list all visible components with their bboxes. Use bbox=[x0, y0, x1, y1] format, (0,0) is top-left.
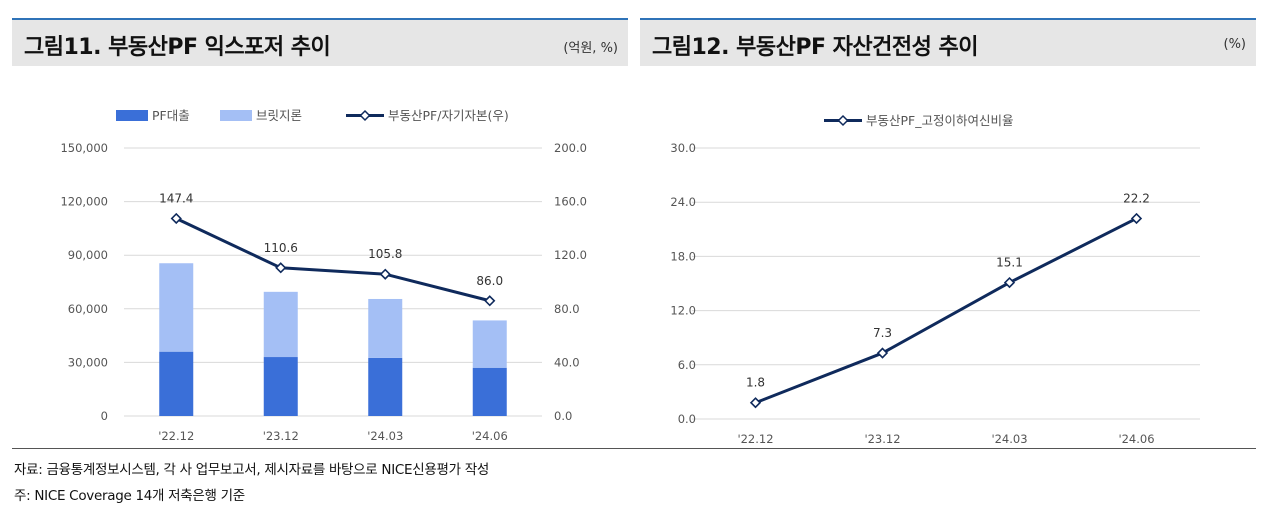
chart-title-bar: 그림11. 부동산PF 익스포저 추이 (억원, %) bbox=[12, 18, 628, 66]
line-point bbox=[484, 295, 496, 307]
y-tick-label-left: 150,000 bbox=[60, 141, 108, 155]
x-tick-label: '23.12 bbox=[864, 432, 900, 446]
line-point bbox=[275, 262, 287, 274]
bar-bridge-loan bbox=[368, 298, 403, 358]
y-tick-label-left: 30,000 bbox=[68, 355, 108, 369]
legend: PF대출 브릿지론 부동산PF/자기자본(우) bbox=[116, 108, 509, 123]
legend-label-ratio: 부동산PF/자기자본(우) bbox=[388, 108, 509, 123]
line-point bbox=[876, 347, 889, 359]
y-tick-label: 30.0 bbox=[670, 141, 696, 155]
data-label: 110.6 bbox=[264, 241, 298, 255]
line-point bbox=[170, 212, 182, 225]
legend-marker-ratio bbox=[359, 109, 371, 122]
y-tick-label-left: 0 bbox=[101, 409, 108, 423]
bar-bridge-loan bbox=[472, 320, 507, 368]
data-label: 15.1 bbox=[996, 256, 1023, 270]
data-label: 22.2 bbox=[1123, 191, 1150, 205]
chart-unit: (억원, %) bbox=[563, 41, 618, 56]
y-tick-label-right: 120.0 bbox=[554, 248, 587, 262]
bar-pf-loan bbox=[368, 357, 403, 416]
chart-unit: (%) bbox=[1223, 37, 1247, 52]
line-point bbox=[1003, 276, 1016, 289]
chart-title: 그림11. 부동산PF 익스포저 추이 bbox=[24, 35, 331, 60]
line-point bbox=[749, 397, 762, 409]
line-series-ratio bbox=[754, 217, 1138, 405]
x-tick-label: '24.06 bbox=[1118, 432, 1154, 446]
legend-label-bridge: 브릿지론 bbox=[256, 108, 302, 123]
bar-pf-loan bbox=[472, 367, 507, 416]
bar-bridge-loan bbox=[159, 263, 194, 352]
y-tick-label-left: 60,000 bbox=[68, 302, 108, 316]
chart-title-bar: 그림12. 부동산PF 자산건전성 추이 (%) bbox=[640, 18, 1256, 66]
y-tick-label-left: 120,000 bbox=[60, 195, 108, 209]
y-tick-label: 18.0 bbox=[670, 249, 696, 263]
x-tick-label: '24.03 bbox=[367, 429, 403, 443]
y-tick-label-right: 80.0 bbox=[554, 302, 580, 316]
legend-marker-ratio bbox=[837, 114, 849, 127]
x-tick-label: '22.12 bbox=[158, 429, 194, 443]
footnote: 주: NICE Coverage 14개 저축은행 기준 bbox=[14, 488, 245, 504]
bar-pf-loan bbox=[159, 351, 194, 416]
y-tick-label-right: 160.0 bbox=[554, 195, 587, 209]
line-point bbox=[379, 268, 391, 280]
y-tick-label: 0.0 bbox=[678, 412, 696, 426]
source-note: 자료: 금융통계정보시스템, 각 사 업무보고서, 제시자료를 바탕으로 NIC… bbox=[14, 462, 489, 478]
y-tick-label-right: 40.0 bbox=[554, 355, 580, 369]
bar-bridge-loan bbox=[263, 291, 298, 358]
chart-title: 그림12. 부동산PF 자산건전성 추이 bbox=[652, 35, 978, 60]
exposure-chart: PF대출 브릿지론 부동산PF/자기자본(우) 147.4 110.6 105.8 8… bbox=[60, 108, 587, 443]
legend: 부동산PF_고정이하여신비율 bbox=[824, 113, 1013, 128]
y-tick-label: 6.0 bbox=[678, 358, 696, 372]
x-tick-label: '22.12 bbox=[737, 432, 773, 446]
asset-quality-chart-panel: 그림12. 부동산PF 자산건전성 추이 (%) 부동산PF_고정이하여신비율 … bbox=[640, 18, 1256, 448]
data-label: 147.4 bbox=[159, 191, 193, 205]
x-tick-label: '24.03 bbox=[991, 432, 1027, 446]
bar-pf-loan bbox=[263, 357, 298, 416]
exposure-chart-panel: 그림11. 부동산PF 익스포저 추이 (억원, %) PF대출 브릿지론 부동… bbox=[12, 18, 628, 448]
y-tick-label-left: 90,000 bbox=[68, 248, 108, 262]
line-series-ratio bbox=[175, 217, 491, 303]
asset-quality-chart: 부동산PF_고정이하여신비율 1.8 7.3 15.1 22.2 0.0 6.0 12.0… bbox=[670, 113, 1200, 446]
legend-label-ratio: 부동산PF_고정이하여신비율 bbox=[866, 113, 1013, 128]
data-label: 105.8 bbox=[368, 247, 402, 261]
x-tick-label: '24.06 bbox=[472, 429, 508, 443]
data-label: 7.3 bbox=[873, 326, 892, 340]
data-label: 1.8 bbox=[746, 376, 765, 390]
y-tick-label: 12.0 bbox=[670, 304, 696, 318]
legend-swatch-bridge bbox=[220, 110, 252, 121]
legend-swatch-pf-loan bbox=[116, 110, 148, 121]
divider bbox=[12, 448, 1256, 449]
y-tick-label-right: 0.0 bbox=[554, 409, 572, 423]
x-tick-label: '23.12 bbox=[263, 429, 299, 443]
line-point bbox=[1130, 212, 1143, 225]
legend-label-pf-loan: PF대출 bbox=[152, 108, 190, 123]
y-tick-label-right: 200.0 bbox=[554, 141, 587, 155]
data-label: 86.0 bbox=[476, 274, 503, 288]
y-tick-label: 24.0 bbox=[670, 195, 696, 209]
